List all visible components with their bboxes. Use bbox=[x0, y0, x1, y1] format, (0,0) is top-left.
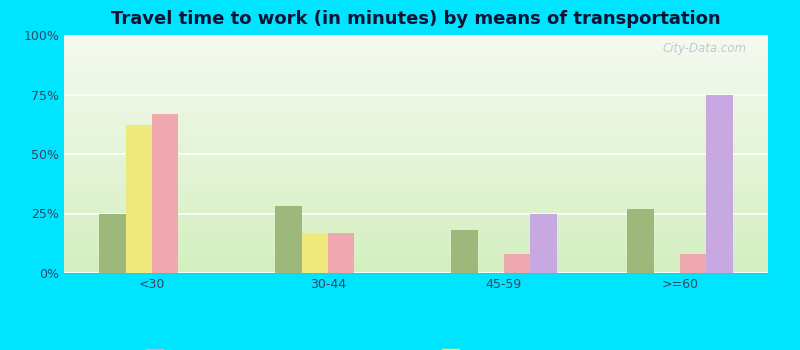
Bar bbox=[126, 125, 152, 273]
Bar bbox=[328, 232, 354, 273]
Bar bbox=[706, 94, 733, 273]
Bar bbox=[275, 206, 302, 273]
Bar bbox=[152, 113, 178, 273]
Bar bbox=[451, 230, 478, 273]
Title: Travel time to work (in minutes) by means of transportation: Travel time to work (in minutes) by mean… bbox=[111, 10, 721, 28]
Bar bbox=[504, 254, 530, 273]
Bar bbox=[99, 214, 126, 273]
Bar bbox=[302, 232, 328, 273]
Bar bbox=[530, 214, 557, 273]
Text: City-Data.com: City-Data.com bbox=[662, 42, 747, 55]
Bar bbox=[680, 254, 706, 273]
Legend: Public transportation - Brittany Farms-Highlands, Public transportation - Pennsy: Public transportation - Brittany Farms-H… bbox=[142, 345, 690, 350]
Bar bbox=[627, 209, 654, 273]
